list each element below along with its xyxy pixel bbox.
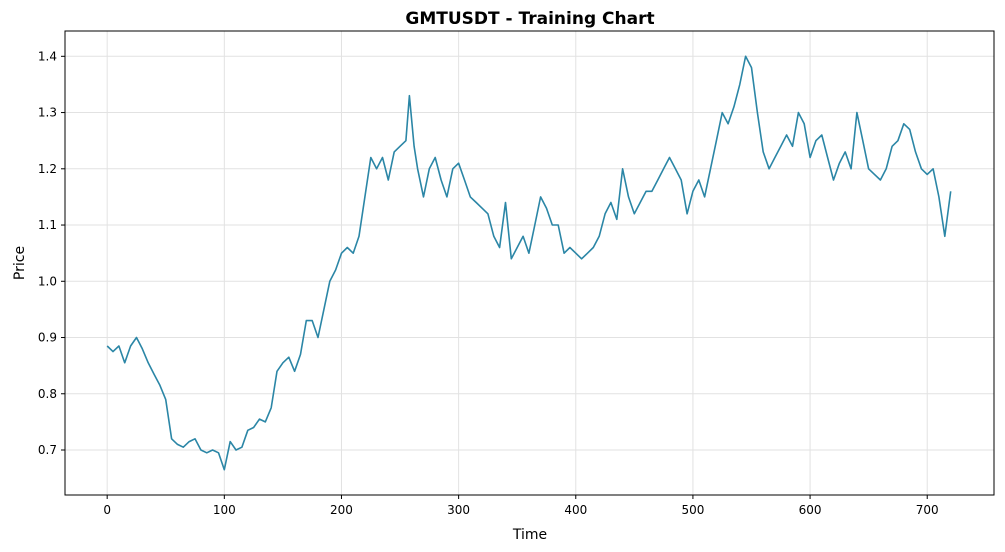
y-axis: 0.7 0.8 0.9 1.0 1.1 1.2 1.3 1.4 xyxy=(38,49,65,457)
x-tick-label: 200 xyxy=(330,503,353,517)
grid xyxy=(65,31,994,495)
x-axis-label: Time xyxy=(512,527,547,543)
x-tick-label: 400 xyxy=(564,503,587,517)
x-tick-label: 700 xyxy=(916,503,939,517)
x-tick-label: 600 xyxy=(799,503,822,517)
x-axis: 0 100 200 300 400 500 600 700 xyxy=(103,495,939,517)
y-tick-label: 1.4 xyxy=(38,49,57,63)
plot-area xyxy=(64,30,995,496)
x-tick-label: 300 xyxy=(447,503,470,517)
y-tick-label: 0.9 xyxy=(38,331,57,345)
x-tick-label: 0 xyxy=(103,503,111,517)
x-tick-label: 500 xyxy=(681,503,704,517)
y-tick-label: 1.2 xyxy=(38,162,57,176)
y-tick-label: 0.8 xyxy=(38,387,57,401)
y-tick-label: 1.1 xyxy=(38,218,57,232)
y-tick-label: 0.7 xyxy=(38,443,57,457)
x-tick-label: 100 xyxy=(213,503,236,517)
price-line xyxy=(106,55,952,471)
y-tick-label: 1.0 xyxy=(38,274,57,288)
y-tick-label: 1.3 xyxy=(38,106,57,120)
chart-title: GMTUSDT - Training Chart xyxy=(405,9,654,29)
y-axis-label: Price xyxy=(12,246,28,280)
